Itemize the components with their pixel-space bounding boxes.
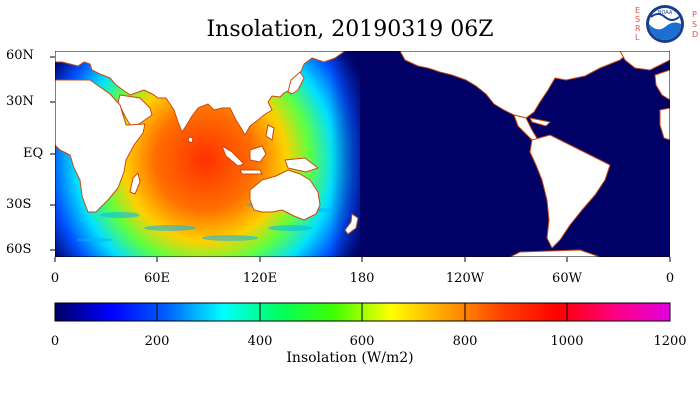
colorbar-tick-1000: 1000 — [550, 334, 584, 349]
logo-graphic: E S R L P S D NOAA — [635, 5, 698, 43]
land-australia — [249, 169, 321, 221]
land-java — [239, 169, 263, 175]
lat-label-30s: 30S — [6, 197, 32, 212]
map-ticks — [50, 56, 671, 262]
land-greenland — [619, 51, 670, 71]
land-new-guinea — [284, 157, 319, 173]
noaa-esrl-logo: E S R L P S D NOAA — [627, 3, 699, 45]
colorbar-tick-1200: 1200 — [653, 334, 687, 349]
noaa-emblem-icon: NOAA — [646, 5, 684, 43]
logo-letter-s: S — [635, 15, 640, 24]
lon-label-0: 0 — [50, 271, 60, 286]
land-philippines — [265, 124, 275, 141]
logo-letter-l: L — [635, 33, 640, 42]
lon-label-60e: 60E — [143, 271, 171, 286]
logo-letter-e: E — [635, 6, 640, 15]
land-europe-west — [654, 69, 670, 101]
land-sumatra — [221, 145, 245, 167]
lon-label-180: 180 — [349, 271, 375, 286]
lat-label-60s: 60S — [6, 242, 32, 257]
lon-label-120w: 120W — [445, 271, 485, 286]
colorbar-tick-800: 800 — [452, 334, 478, 349]
colorbar-ticks — [156, 303, 568, 321]
map-canvas — [55, 51, 670, 257]
land-sri-lanka — [187, 136, 194, 144]
lat-label-60n: 60N — [6, 48, 34, 63]
colorbar-tick-0: 0 — [50, 334, 60, 349]
lon-label-120e: 120E — [242, 271, 278, 286]
land-africa-west — [659, 107, 670, 141]
land-japan — [287, 71, 305, 95]
land-south-america — [529, 134, 611, 249]
lon-label-60w: 60W — [552, 271, 582, 286]
logo-letter-r: R — [635, 24, 641, 33]
logo-letter-s2: S — [692, 20, 697, 29]
land-masses — [55, 51, 670, 257]
colorbar-label: Insolation (W/m2) — [286, 350, 414, 366]
lat-label-eq: EQ — [23, 146, 44, 161]
land-new-zealand — [344, 213, 359, 235]
land-cuba — [529, 117, 551, 127]
logo-letter-d: D — [692, 30, 698, 39]
colorbar-tick-400: 400 — [247, 334, 273, 349]
land-africa — [55, 79, 146, 213]
lat-label-30n: 30N — [6, 94, 34, 109]
lon-label-0-end: 0 — [665, 271, 675, 286]
logo-letter-p: P — [692, 10, 697, 19]
map-title: Insolation, 20190319 06Z — [206, 17, 494, 42]
land-borneo — [249, 145, 267, 163]
logo-emblem-text: NOAA — [658, 10, 673, 16]
land-antarctic-tip — [509, 249, 601, 257]
colorbar-tick-200: 200 — [144, 334, 170, 349]
land-madagascar — [129, 172, 141, 195]
colorbar-tick-600: 600 — [349, 334, 375, 349]
